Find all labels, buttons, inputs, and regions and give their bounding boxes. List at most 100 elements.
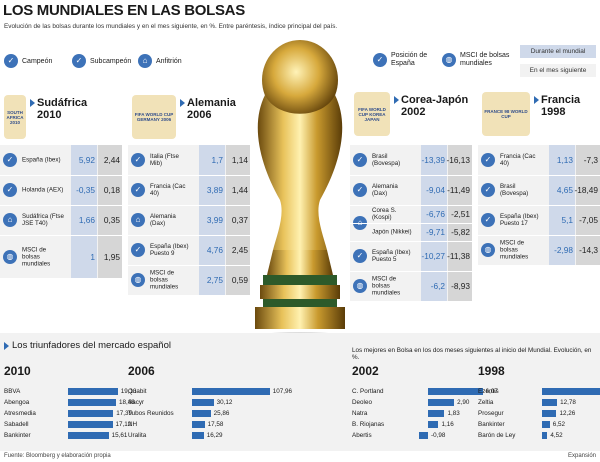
row-label: MSCI de bolsas mundiales bbox=[372, 275, 401, 297]
row-separator bbox=[128, 205, 250, 206]
value-siguiente: -5,82 bbox=[448, 223, 472, 241]
bar-category-label: Deoleo bbox=[352, 399, 372, 406]
value-durante: -2,98 bbox=[549, 235, 575, 265]
row-separator bbox=[350, 205, 472, 206]
row-label: Alemania (Dax) bbox=[150, 213, 176, 227]
legend-msci-label: MSCI de bolsas mundiales bbox=[460, 52, 510, 67]
bar-category-label: Sacyr bbox=[128, 399, 145, 406]
row-label: Alemania (Dax) bbox=[372, 183, 398, 197]
value-durante: 1,13 bbox=[549, 145, 575, 175]
panel-row: ◍ MSCI de bolsas mundiales 2,75 0,59 bbox=[128, 265, 250, 295]
arrow-icon bbox=[180, 99, 185, 107]
host-icon: ⌂ bbox=[131, 213, 145, 227]
page-subtitle: Evolución de las bolsas durante los mund… bbox=[4, 23, 338, 30]
bar-value-label: 107,96 bbox=[272, 388, 292, 395]
host-icon: ⌂ bbox=[3, 213, 17, 227]
panel-header: Corea-Japón 2002 bbox=[394, 94, 468, 118]
panel-row: ✓ Italia (Ftse Mib) 1,7 1,14 bbox=[128, 145, 250, 175]
tournament-logo: FIFA WORLD CUP KOREA JAPAN bbox=[354, 92, 390, 136]
row-label: España (Ibex) Puesto 17 bbox=[500, 213, 539, 227]
panel-country: Corea-Japón bbox=[401, 94, 469, 106]
bar-value-label: 6,07 bbox=[485, 388, 498, 395]
chart-year: 1998 bbox=[478, 364, 505, 378]
arrow-icon bbox=[534, 96, 539, 104]
panel-row: ✓ España (Ibex) Puesto 17 5,1 -7,05 bbox=[478, 205, 600, 235]
panel-row: ✓ Francia (Cac 40) 1,13 -7,3 bbox=[478, 145, 600, 175]
bar bbox=[428, 399, 455, 406]
lower-note: Los mejores en Bolsa en los dos meses si… bbox=[352, 347, 592, 361]
bar bbox=[542, 388, 600, 395]
bar bbox=[428, 388, 483, 395]
value-siguiente: -14,3 bbox=[576, 235, 600, 265]
globe-icon: ◍ bbox=[442, 53, 456, 67]
value-durante: 4,76 bbox=[199, 235, 225, 265]
value-durante: 1,66 bbox=[71, 205, 97, 235]
runner-up-icon: ✓ bbox=[131, 183, 145, 197]
row-separator bbox=[350, 223, 472, 224]
row-label: España (Ibex) Puesto 9 bbox=[150, 243, 189, 257]
panel-header: Alemania 2006 bbox=[180, 97, 236, 121]
value-durante: -9,04 bbox=[421, 175, 447, 205]
bar bbox=[542, 410, 557, 417]
bar-category-label: Barón de Ley bbox=[478, 432, 516, 439]
bar bbox=[68, 410, 114, 417]
value-durante: 5,1 bbox=[549, 205, 575, 235]
row-label: España (Ibex) Puesto 5 bbox=[372, 249, 411, 263]
panel-country: Francia bbox=[541, 94, 581, 106]
value-durante: -6,2 bbox=[421, 271, 447, 301]
legend-siguiente: En el mes siguiente bbox=[520, 64, 596, 77]
bar bbox=[192, 421, 205, 428]
panel-row: ◍ MSCI de bolsas mundiales -2,98 -14,3 bbox=[478, 235, 600, 265]
row-separator bbox=[350, 271, 472, 272]
value-durante: 3,89 bbox=[199, 175, 225, 205]
bar-category-label: Prosegur bbox=[478, 410, 504, 417]
bar-category-label: C. Portland bbox=[352, 388, 384, 395]
panel-row: ◍ MSCI de bolsas mundiales -6,2 -8,93 bbox=[350, 271, 472, 301]
bar-value-label: 6,52 bbox=[552, 421, 565, 428]
value-siguiente: 2,44 bbox=[98, 145, 122, 175]
panel-row: ✓ Alemania (Dax) -9,04 -11,49 bbox=[350, 175, 472, 205]
bar-category-label: Sabadell bbox=[4, 421, 29, 428]
host-icon: ⌂ bbox=[138, 54, 152, 68]
panel-row: ✓ Brasil (Bovespa) -13,39 -16,13 bbox=[350, 145, 472, 175]
row-separator bbox=[128, 175, 250, 176]
bar-value-label: 2,90 bbox=[457, 399, 470, 406]
row-separator bbox=[0, 205, 122, 206]
bar-category-label: Quabit bbox=[128, 388, 147, 395]
panel-header: Francia 1998 bbox=[534, 94, 580, 118]
row-label: Italia (Ftse Mib) bbox=[150, 153, 179, 167]
value-siguiente: -7,05 bbox=[576, 205, 600, 235]
bar-category-label: Atresmedia bbox=[4, 410, 36, 417]
lower-title-text: Los triunfadores del mercado español bbox=[12, 340, 171, 351]
value-siguiente: -11,49 bbox=[447, 175, 472, 205]
row-separator bbox=[350, 175, 472, 176]
bar bbox=[68, 421, 113, 428]
row-separator bbox=[478, 175, 600, 176]
tournament-logo: FRANCE 98 WORLD CUP bbox=[482, 92, 530, 136]
bar-value-label: 18,46 bbox=[118, 399, 135, 406]
value-siguiente: 2,45 bbox=[226, 235, 250, 265]
runner-up-icon: ✓ bbox=[353, 183, 367, 197]
bar bbox=[192, 410, 211, 417]
bar bbox=[419, 432, 428, 439]
spain-position-icon: ✓ bbox=[131, 243, 145, 257]
row-label: Francia (Cac 40) bbox=[500, 153, 536, 167]
tournament-logo: SOUTH AFRICA 2010 bbox=[4, 95, 26, 139]
value-siguiente: -16,13 bbox=[446, 145, 472, 175]
panel-rows: ✓ Francia (Cac 40) 1,13 -7,3 ✓ Brasil (B… bbox=[478, 145, 600, 265]
value-siguiente: 1,95 bbox=[98, 235, 122, 278]
row-separator bbox=[0, 235, 122, 236]
legend-subcampeon: ✓ Subcampeón bbox=[72, 54, 131, 68]
panel-year: 1998 bbox=[541, 106, 566, 118]
bar-category-label: BBVA bbox=[4, 388, 21, 395]
champion-icon: ✓ bbox=[353, 153, 367, 167]
value-siguiente: 0,37 bbox=[226, 205, 250, 235]
bar-value-label: -0,98 bbox=[431, 432, 446, 439]
panel-row: ✓ España (Ibex) Puesto 5 -10,27 -11,38 bbox=[350, 241, 472, 271]
bar bbox=[192, 432, 204, 439]
panel-row: ⌂ Sudáfrica (Ftse JSE T40) 1,66 0,35 bbox=[0, 205, 122, 235]
credit-note: Expansión bbox=[568, 453, 597, 459]
row-label: MSCI de bolsas mundiales bbox=[150, 269, 179, 291]
bar bbox=[192, 388, 270, 395]
panel-country: Sudáfrica bbox=[37, 97, 88, 109]
